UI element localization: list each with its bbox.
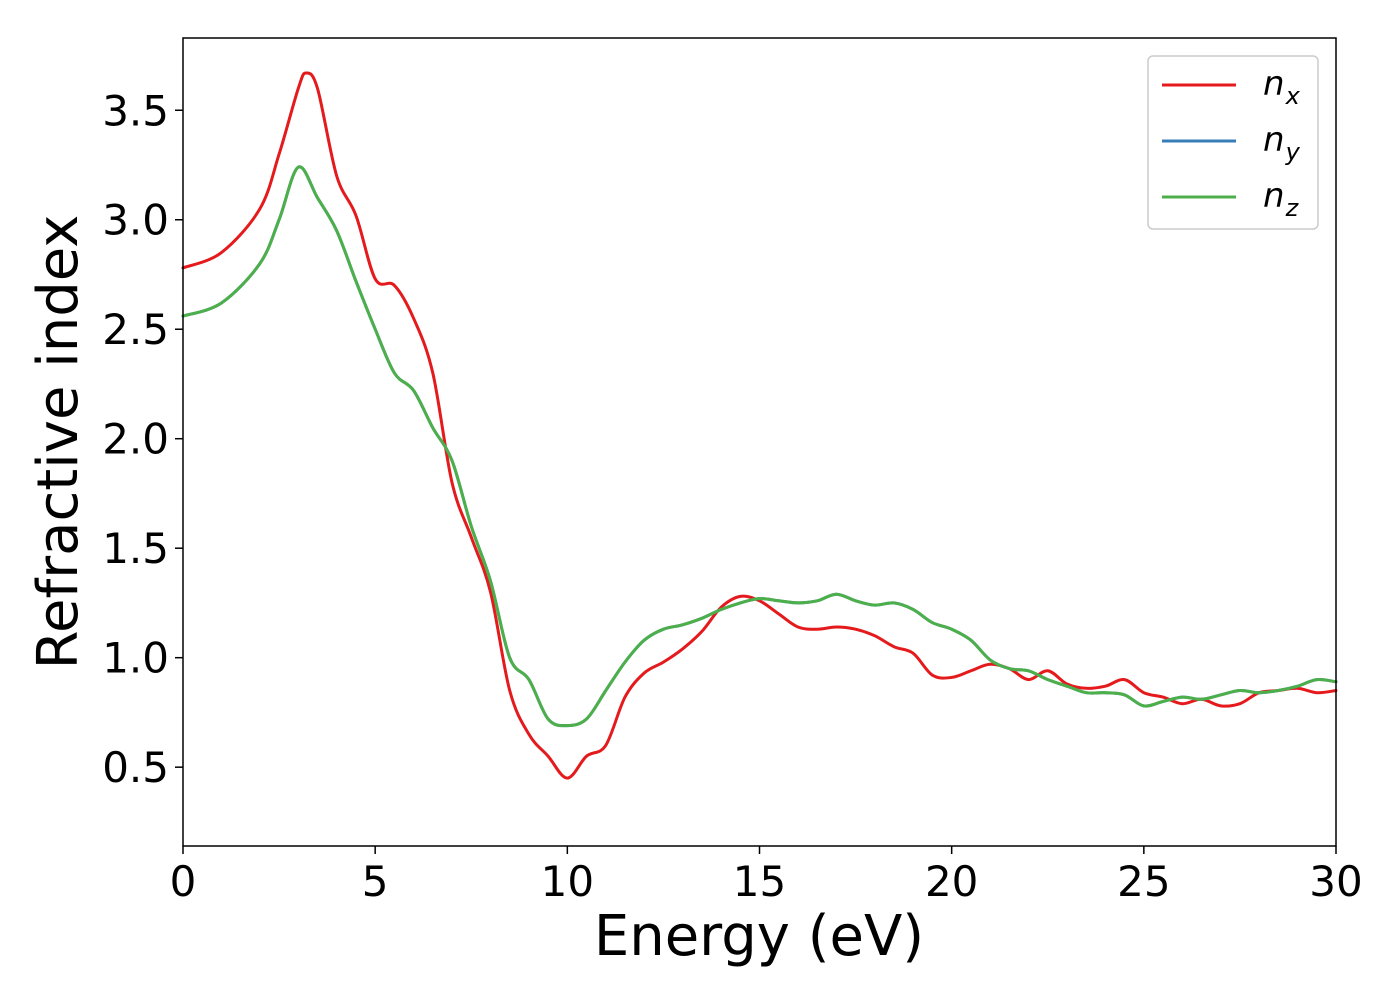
x-axis-ticks: 0 5 10 15 20 25 30 [170,846,1363,906]
x-tick-label: 25 [1117,857,1170,906]
x-tick-label: 30 [1309,857,1362,906]
series-line-nz [181,165,1338,728]
x-tick-label: 10 [541,857,594,906]
y-tick-label: 2.5 [102,305,169,354]
y-tick-label: 0.5 [102,743,169,792]
x-tick-label: 0 [170,857,197,906]
y-tick-label: 1.5 [102,524,169,573]
series-line-nx [181,71,1338,780]
y-tick-label: 2.0 [102,415,169,464]
x-tick-label: 20 [925,857,978,906]
series-line-ny [181,165,1338,728]
series-layer [181,71,1338,780]
y-axis-title: Refractive index [26,215,91,670]
x-tick-label: 5 [362,857,389,906]
y-tick-label: 3.0 [102,196,169,245]
y-tick-label: 3.5 [102,86,169,135]
legend-label-nz: nz [1263,176,1300,222]
x-axis-title: Energy (eV) [594,904,924,969]
y-tick-label: 1.0 [102,634,169,683]
x-tick-label: 15 [733,857,786,906]
y-axis-ticks: 0.5 1.0 1.5 2.0 2.5 3.0 3.5 [102,86,183,792]
